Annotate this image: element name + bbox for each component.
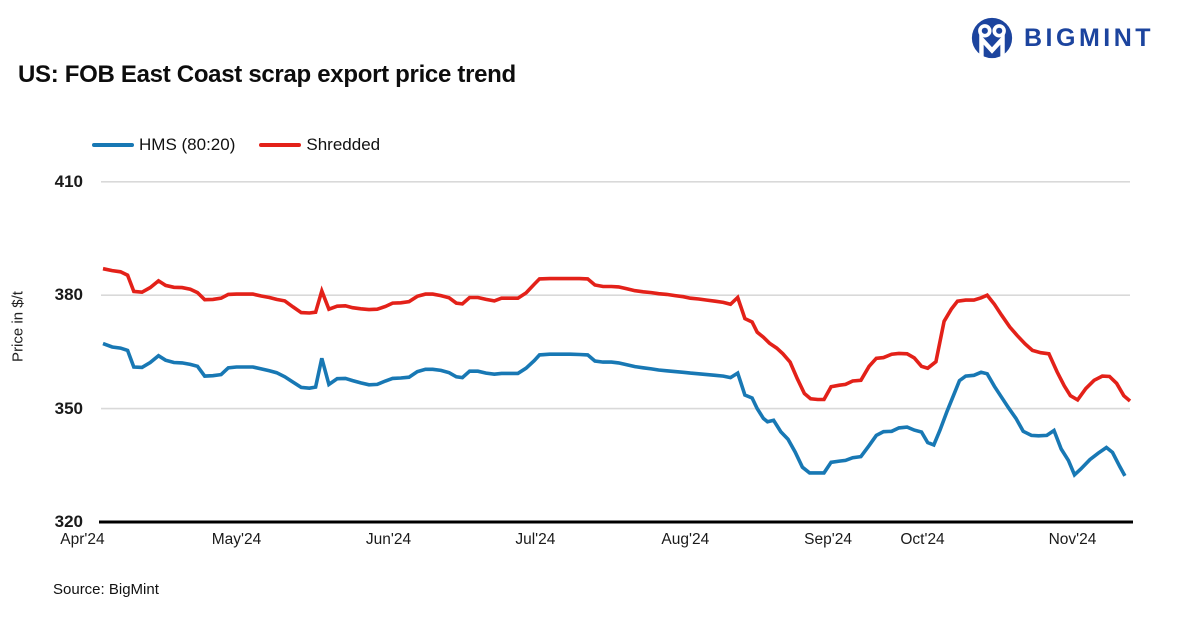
y-tick-label-410: 410 bbox=[54, 171, 83, 191]
x-tick-label-Nov-24: Nov'24 bbox=[1048, 531, 1097, 548]
y-tick-label-380: 380 bbox=[54, 285, 83, 305]
x-tick-label-Aug-24: Aug'24 bbox=[661, 531, 710, 548]
x-tick-label-Sep-24: Sep'24 bbox=[804, 531, 852, 548]
bigmint-logo-text: BIGMINT bbox=[1024, 24, 1155, 52]
source-note: Source: BigMint bbox=[53, 581, 159, 598]
x-tick-label-Apr-24: Apr'24 bbox=[60, 531, 105, 548]
chart-title: US: FOB East Coast scrap export price tr… bbox=[18, 61, 516, 88]
x-tick-label-Oct-24: Oct'24 bbox=[900, 531, 945, 548]
legend-label-shredded: Shredded bbox=[306, 135, 381, 154]
legend-item-shredded: Shredded bbox=[259, 135, 380, 155]
legend-item-hms: HMS (80:20) bbox=[92, 135, 235, 155]
legend: HMS (80:20) Shredded bbox=[92, 135, 380, 155]
x-tick-label-May-24: May'24 bbox=[211, 531, 262, 548]
shredded-series-line bbox=[102, 266, 1132, 403]
legend-swatch-shredded bbox=[259, 143, 302, 147]
y-tick-label-350: 350 bbox=[54, 398, 83, 418]
y-tick-label-320: 320 bbox=[54, 512, 83, 531]
legend-swatch-hms bbox=[92, 143, 134, 147]
bigmint-logo-icon bbox=[971, 17, 1013, 59]
x-tick-label-Jul-24: Jul'24 bbox=[515, 531, 556, 548]
x-tick-label-Jun-24: Jun'24 bbox=[365, 531, 412, 548]
hms-series-line bbox=[102, 341, 1127, 478]
gridlines bbox=[101, 181, 1130, 410]
bigmint-logo: BIGMINT bbox=[969, 15, 1154, 61]
legend-label-hms: HMS (80:20) bbox=[139, 135, 236, 154]
